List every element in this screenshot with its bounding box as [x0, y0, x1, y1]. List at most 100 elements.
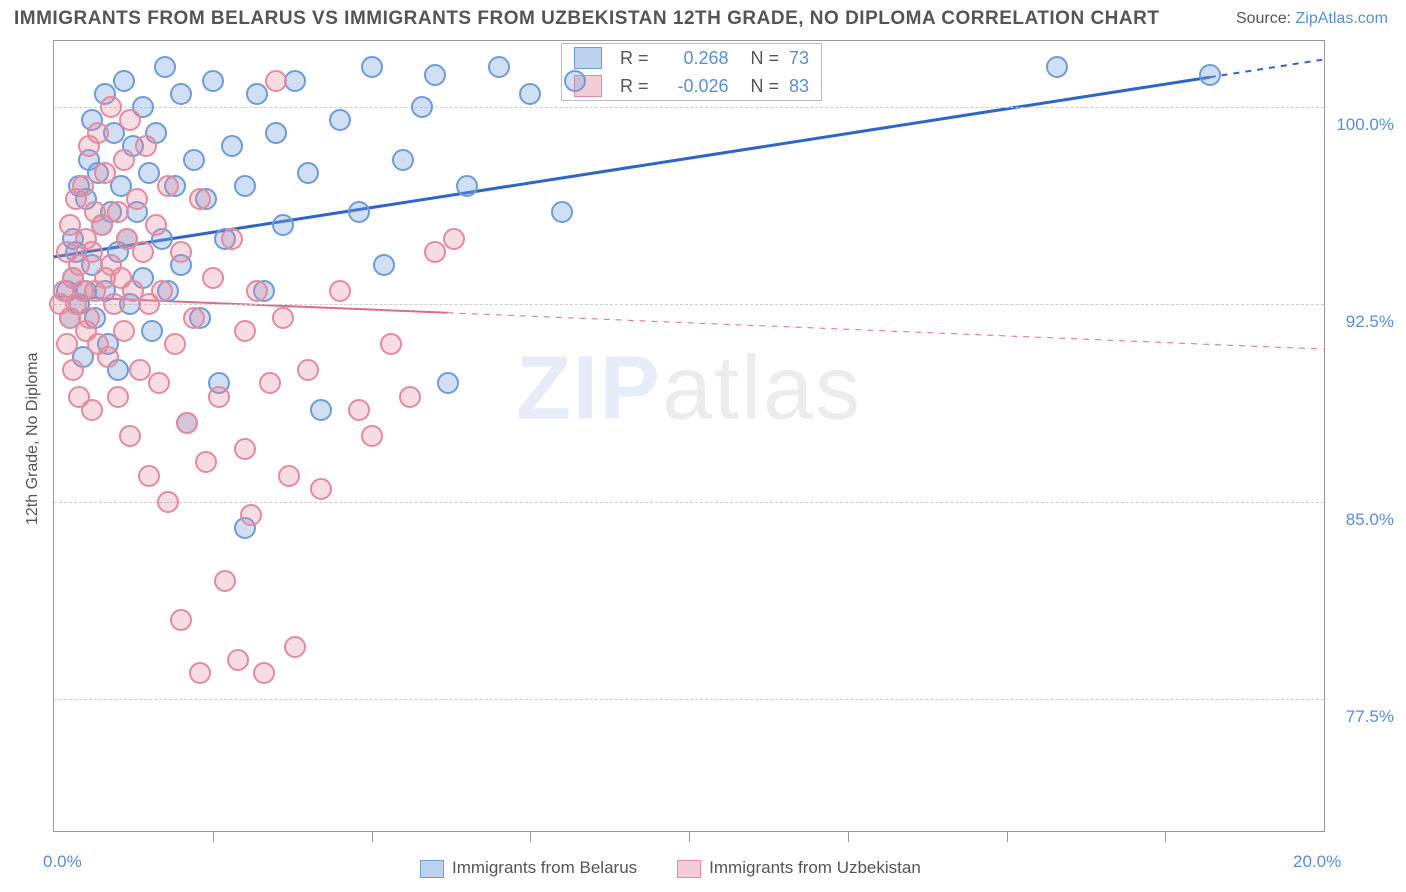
gridline: [54, 304, 1324, 305]
data-point: [113, 70, 135, 92]
data-point: [310, 399, 332, 421]
data-point: [411, 96, 433, 118]
data-point: [246, 83, 268, 105]
data-point: [113, 320, 135, 342]
chart-container: IMMIGRANTS FROM BELARUS VS IMMIGRANTS FR…: [0, 0, 1406, 892]
x-tick: [1165, 832, 1166, 842]
data-point: [189, 662, 211, 684]
watermark-zip: ZIP: [516, 338, 662, 438]
y-tick-label: 77.5%: [1334, 707, 1394, 727]
x-tick: [213, 832, 214, 842]
data-point: [361, 425, 383, 447]
n-value: 73: [789, 48, 809, 69]
series-legend: Immigrants from Belarus Immigrants from U…: [420, 858, 921, 878]
source-credit: Source: ZipAtlas.com: [1236, 10, 1388, 28]
data-point: [234, 438, 256, 460]
x-min-label: 0.0%: [43, 852, 82, 872]
data-point: [97, 346, 119, 368]
data-point: [94, 162, 116, 184]
correlation-legend-row: R =0.268N =73: [562, 44, 821, 72]
data-point: [1046, 56, 1068, 78]
data-point: [154, 56, 176, 78]
data-point: [148, 372, 170, 394]
x-tick: [530, 832, 531, 842]
data-point: [488, 56, 510, 78]
data-point: [100, 96, 122, 118]
data-point: [399, 386, 421, 408]
data-point: [164, 333, 186, 355]
watermark: ZIPatlas: [516, 337, 862, 440]
data-point: [202, 70, 224, 92]
data-point: [551, 201, 573, 223]
data-point: [135, 135, 157, 157]
legend-swatch: [420, 860, 444, 878]
data-point: [234, 175, 256, 197]
data-point: [170, 241, 192, 263]
data-point: [141, 320, 163, 342]
data-point: [348, 201, 370, 223]
data-point: [234, 320, 256, 342]
n-label: N =: [751, 48, 780, 69]
data-point: [361, 56, 383, 78]
data-point: [170, 83, 192, 105]
n-value: 83: [789, 76, 809, 97]
data-point: [259, 372, 281, 394]
chart-title: IMMIGRANTS FROM BELARUS VS IMMIGRANTS FR…: [14, 8, 1159, 30]
data-point: [56, 333, 78, 355]
legend-label: Immigrants from Belarus: [452, 858, 637, 877]
data-point: [272, 214, 294, 236]
x-tick: [689, 832, 690, 842]
data-point: [72, 175, 94, 197]
data-point: [329, 109, 351, 131]
data-point: [284, 636, 306, 658]
plot-area: ZIPatlas R =0.268N =73R =-0.026N =83 77.…: [53, 40, 1325, 832]
source-label: Source:: [1236, 10, 1296, 27]
data-point: [253, 662, 275, 684]
legend-item: Immigrants from Uzbekistan: [677, 858, 921, 878]
r-value: 0.268: [659, 48, 729, 69]
data-point: [348, 399, 370, 421]
x-tick: [1007, 832, 1008, 842]
data-point: [107, 386, 129, 408]
data-point: [138, 162, 160, 184]
legend-swatch: [677, 860, 701, 878]
data-point: [183, 307, 205, 329]
data-point: [519, 83, 541, 105]
gridline: [54, 107, 1324, 108]
n-label: N =: [751, 76, 780, 97]
gridline: [54, 699, 1324, 700]
data-point: [240, 504, 262, 526]
data-point: [392, 149, 414, 171]
data-point: [126, 188, 148, 210]
data-point: [437, 372, 459, 394]
x-tick: [848, 832, 849, 842]
data-point: [1199, 64, 1221, 86]
data-point: [195, 451, 217, 473]
data-point: [62, 359, 84, 381]
data-point: [170, 609, 192, 631]
data-point: [443, 228, 465, 250]
data-point: [157, 175, 179, 197]
legend-label: Immigrants from Uzbekistan: [709, 858, 921, 877]
data-point: [221, 228, 243, 250]
data-point: [113, 149, 135, 171]
data-point: [278, 465, 300, 487]
data-point: [151, 280, 173, 302]
data-point: [214, 570, 236, 592]
data-point: [119, 425, 141, 447]
r-value: -0.026: [659, 76, 729, 97]
data-point: [176, 412, 198, 434]
correlation-legend-row: R =-0.026N =83: [562, 72, 821, 100]
data-point: [208, 386, 230, 408]
data-point: [189, 188, 211, 210]
data-point: [424, 241, 446, 263]
data-point: [132, 241, 154, 263]
y-tick-label: 100.0%: [1334, 115, 1394, 135]
data-point: [129, 359, 151, 381]
data-point: [265, 122, 287, 144]
data-point: [227, 649, 249, 671]
watermark-atlas: atlas: [662, 338, 862, 438]
data-point: [564, 70, 586, 92]
data-point: [424, 64, 446, 86]
data-point: [297, 359, 319, 381]
